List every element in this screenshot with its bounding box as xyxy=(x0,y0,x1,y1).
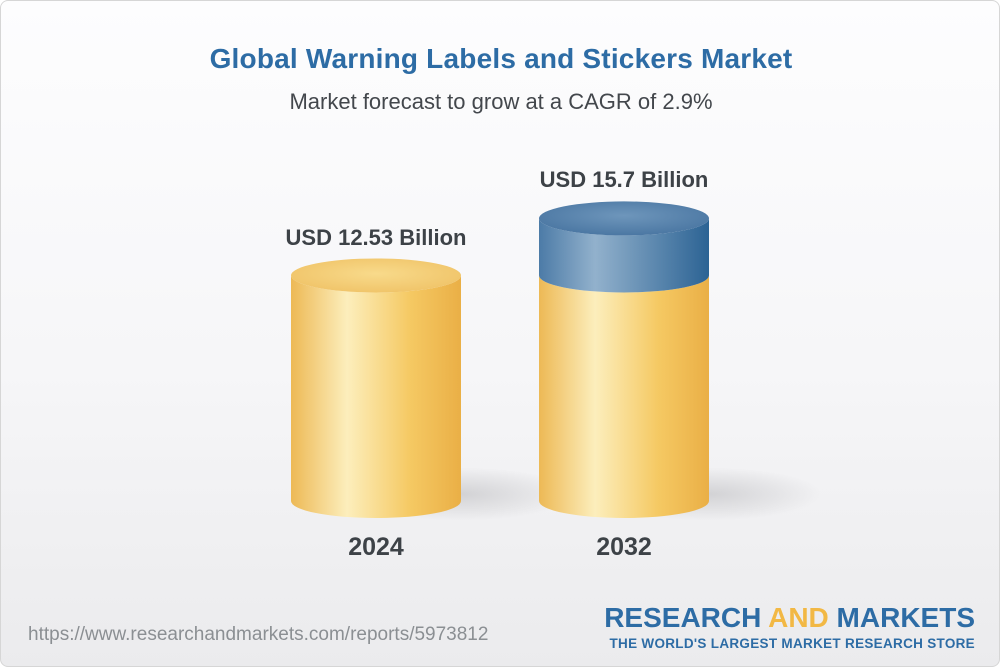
axis-label-2024: 2024 xyxy=(348,533,404,561)
bar-chart xyxy=(291,201,821,521)
cylinder-2024-segment-gold xyxy=(291,275,461,518)
logo-word-and: AND xyxy=(768,602,829,633)
report-url[interactable]: https://www.researchandmarkets.com/repor… xyxy=(28,624,489,645)
axis-label-2032: 2032 xyxy=(596,533,652,561)
logo-wordmark: RESEARCH AND MARKETS xyxy=(604,604,975,632)
cylinder-2024-top xyxy=(291,258,461,293)
chart-title: Global Warning Labels and Stickers Marke… xyxy=(209,43,793,74)
logo-tagline: THE WORLD'S LARGEST MARKET RESEARCH STOR… xyxy=(609,636,975,651)
chart-subtitle: Market forecast to grow at a CAGR of 2.9… xyxy=(289,89,713,114)
research-and-markets-logo[interactable]: RESEARCH AND MARKETS THE WORLD'S LARGEST… xyxy=(604,604,975,651)
cylinder-2032-segment-blue xyxy=(539,218,709,293)
logo-word-research: RESEARCH xyxy=(604,602,762,633)
cylinder-2032-segment-gold xyxy=(539,275,709,518)
value-label-2032: USD 15.7 Billion xyxy=(539,167,709,192)
value-label-2024: USD 12.53 Billion xyxy=(285,225,467,250)
logo-word-markets: MARKETS xyxy=(836,602,975,633)
cylinder-2032-top xyxy=(539,201,709,236)
